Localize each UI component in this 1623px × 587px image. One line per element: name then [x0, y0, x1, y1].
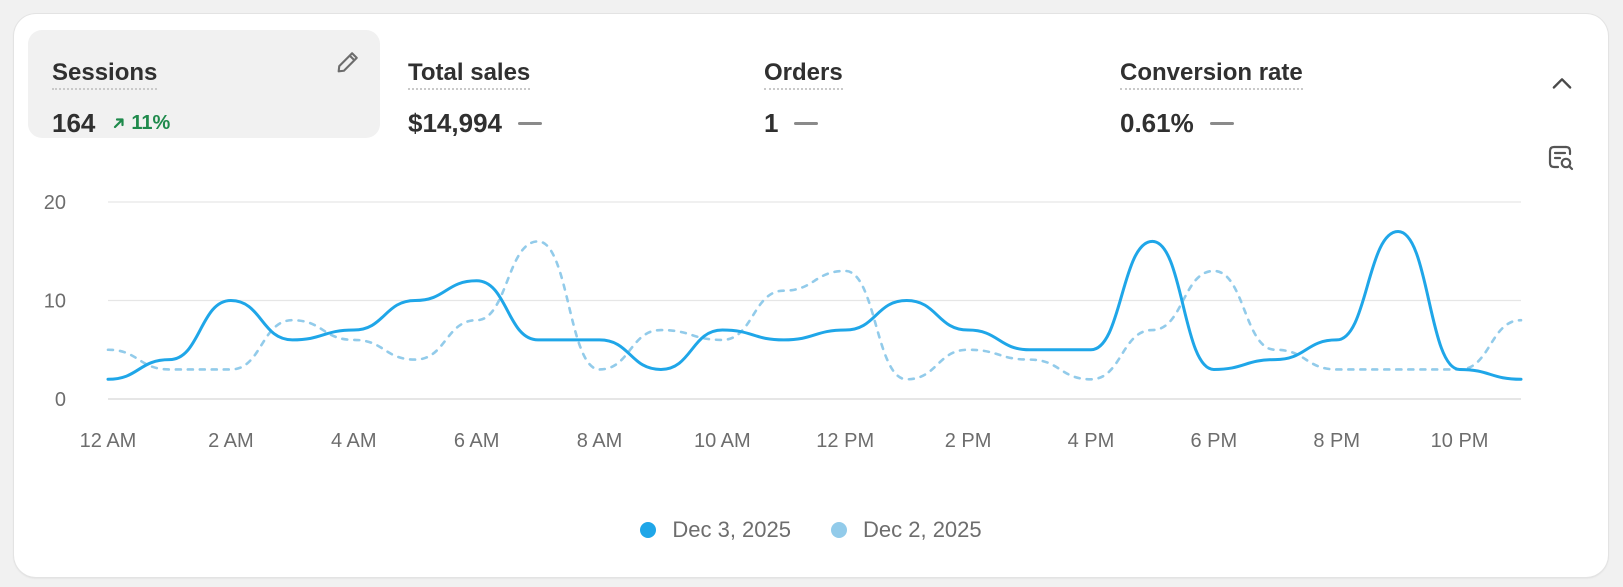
x-tick-label: 10 PM [1431, 430, 1489, 452]
delta-badge: 11% [111, 108, 170, 138]
delta-value: 11% [131, 112, 171, 134]
no-change-dash [517, 121, 542, 125]
metric-label[interactable]: Conversion rate [1120, 60, 1303, 90]
series-line-comparison [106, 240, 1523, 381]
x-tick-label: 12 PM [816, 430, 874, 452]
x-tick-label: 8 PM [1313, 430, 1360, 452]
x-tick-label: 10 AM [694, 430, 751, 452]
x-axis: 12 AM 2 AM 4 AM 6 AM 8 AM 10 AM 12 PM 2 PM 4 PM 6… [80, 430, 1489, 452]
metric-value-row: 164 11% [52, 108, 170, 138]
x-tick-label: 6 AM [454, 430, 500, 452]
y-axis: 0 10 20 [44, 192, 66, 411]
arrow-up-right-icon [114, 118, 124, 129]
legend-swatch [640, 522, 657, 538]
y-tick-label: 0 [55, 389, 66, 411]
pencil-icon[interactable] [334, 48, 362, 76]
x-tick-label: 4 AM [331, 430, 377, 452]
chevron-up-icon[interactable] [1548, 70, 1576, 98]
x-tick-label: 2 AM [208, 430, 254, 452]
x-tick-label: 4 PM [1068, 430, 1115, 452]
metric-label[interactable]: Sessions [52, 60, 158, 90]
legend-label: Dec 2, 2025 [863, 517, 982, 542]
metric-conversion-rate[interactable]: Conversion rate 0.61% [1096, 30, 1448, 138]
sessions-line-chart: 0 10 20 12 AM 2 AM 4 AM 6 AM 8 AM 10 AM 12 PM 2 P… [44, 192, 1523, 452]
y-tick-label: 10 [44, 291, 66, 313]
legend-swatch [831, 522, 847, 538]
x-tick-label: 8 AM [577, 430, 623, 452]
legend-label: Dec 3, 2025 [672, 517, 791, 542]
chart-legend: Dec 3, 2025 Dec 2, 2025 [14, 517, 1608, 543]
y-tick-label: 20 [44, 192, 66, 214]
metric-value: 164 [52, 108, 96, 138]
metric-total-sales[interactable]: Total sales $14,994 [384, 30, 736, 138]
no-change-dash [1209, 121, 1234, 125]
series-line-current [106, 230, 1523, 381]
legend-item-current[interactable]: Dec 3, 2025 [640, 517, 791, 543]
chart-series [106, 230, 1523, 381]
metric-orders[interactable]: Orders 1 [740, 30, 1092, 138]
metric-label[interactable]: Total sales [408, 60, 531, 90]
metric-value-row: 1 [764, 108, 819, 138]
x-tick-label: 6 PM [1190, 430, 1237, 452]
metric-sessions[interactable]: Sessions 164 11% [28, 30, 380, 138]
legend-item-comparison[interactable]: Dec 2, 2025 [831, 517, 982, 543]
chart-insight-icon[interactable] [1545, 142, 1577, 174]
metric-value-row: 0.61% [1120, 108, 1234, 138]
metric-value-row: $14,994 [408, 108, 542, 138]
analytics-card: Sessions 164 11% Total sales $14,994 Ord… [14, 14, 1608, 577]
x-tick-label: 2 PM [945, 430, 992, 452]
chart-grid [108, 201, 1521, 400]
metric-label[interactable]: Orders [764, 60, 843, 90]
metric-value: 0.61% [1120, 108, 1194, 138]
no-change-dash [794, 121, 819, 125]
metric-value: $14,994 [408, 108, 502, 138]
metric-value: 1 [764, 108, 779, 138]
x-tick-label: 12 AM [80, 430, 137, 452]
